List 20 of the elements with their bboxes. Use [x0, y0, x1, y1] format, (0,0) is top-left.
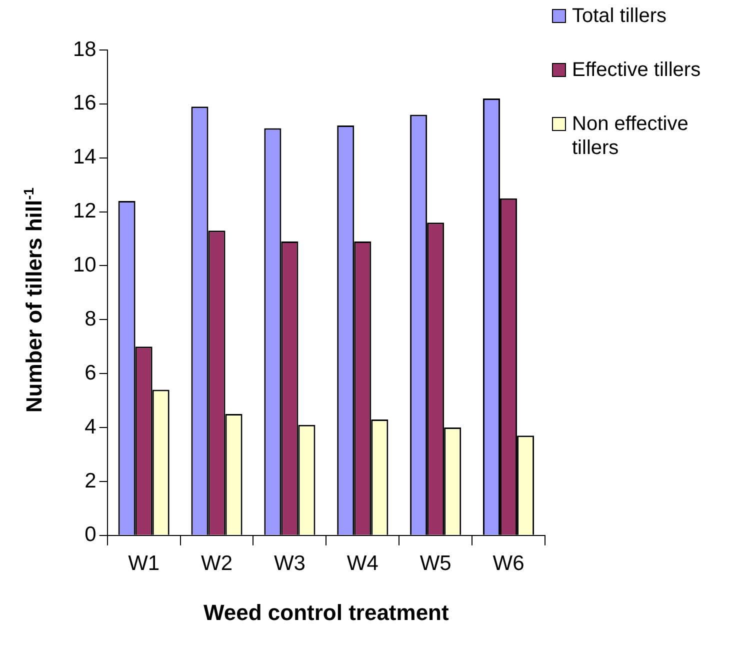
y-tick-label: 8 — [84, 307, 96, 330]
legend-label: Total tillers — [572, 4, 666, 28]
x-tick-label: W3 — [274, 552, 306, 575]
y-tick-label: 12 — [73, 200, 96, 223]
y-tick-label: 14 — [73, 146, 97, 169]
x-tick-label: W1 — [128, 552, 160, 575]
legend-label: Non effective tillers — [572, 112, 690, 160]
x-axis-title: Weed control treatment — [204, 600, 450, 625]
y-tick-label: 16 — [73, 92, 96, 115]
legend-label: Effective tillers — [572, 58, 701, 82]
y-tick-label: 18 — [73, 38, 96, 61]
y-tick-label: 2 — [84, 469, 96, 492]
x-tick-label: W2 — [201, 552, 233, 575]
x-tick-label: W4 — [346, 552, 379, 575]
y-tick-label: 4 — [84, 415, 97, 438]
x-tick-label: W6 — [492, 552, 524, 575]
y-tick-label: 0 — [84, 523, 96, 546]
y-tick-label: 10 — [73, 254, 96, 277]
y-tick-label: 6 — [84, 361, 96, 384]
x-tick-label: W5 — [420, 552, 452, 575]
